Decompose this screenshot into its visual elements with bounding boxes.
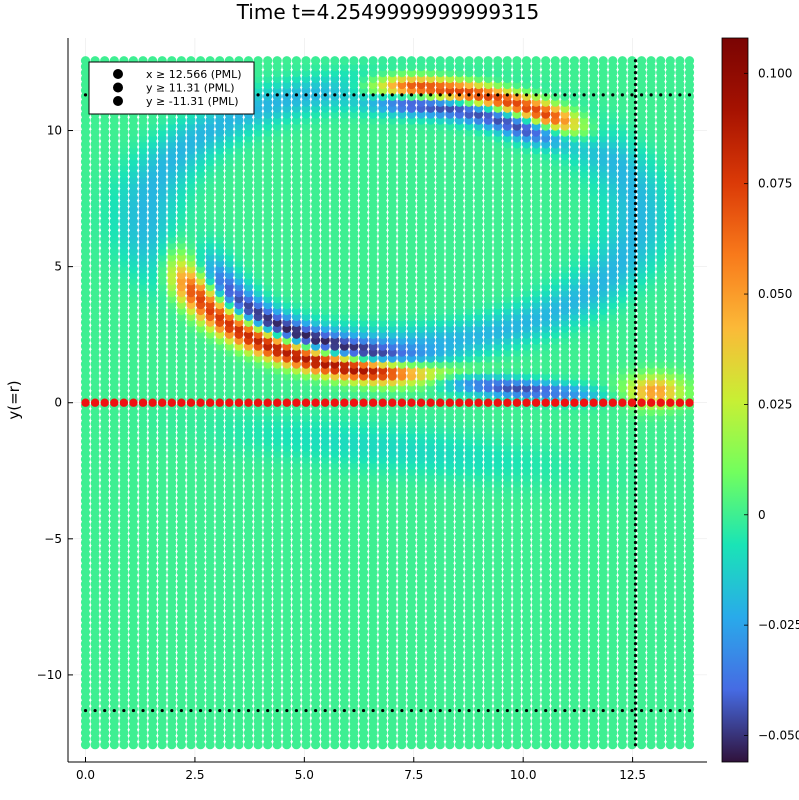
field-point	[349, 56, 359, 66]
field-point	[339, 56, 349, 66]
field-point	[397, 56, 407, 66]
field-point	[291, 56, 301, 66]
field-point	[387, 56, 397, 66]
field-point	[454, 56, 464, 66]
field-point	[378, 56, 388, 66]
field-point	[301, 56, 311, 66]
field-point	[445, 56, 455, 66]
field-point	[253, 56, 263, 66]
field-point	[320, 56, 330, 66]
scatter-field	[80, 56, 695, 750]
field-point	[474, 56, 484, 66]
field-point	[426, 56, 436, 66]
field-point	[368, 56, 378, 66]
field-point	[272, 56, 282, 66]
field-point	[330, 56, 340, 66]
field-point	[416, 56, 426, 66]
field-point	[406, 56, 417, 66]
field-point	[358, 56, 369, 66]
field-point	[435, 56, 445, 66]
field-point	[464, 56, 474, 66]
chart-title: Time t=4.2549999999999315	[236, 0, 540, 24]
field-point	[80, 56, 91, 66]
field-point	[282, 56, 292, 66]
field-point	[311, 56, 321, 66]
field-point	[263, 56, 273, 66]
